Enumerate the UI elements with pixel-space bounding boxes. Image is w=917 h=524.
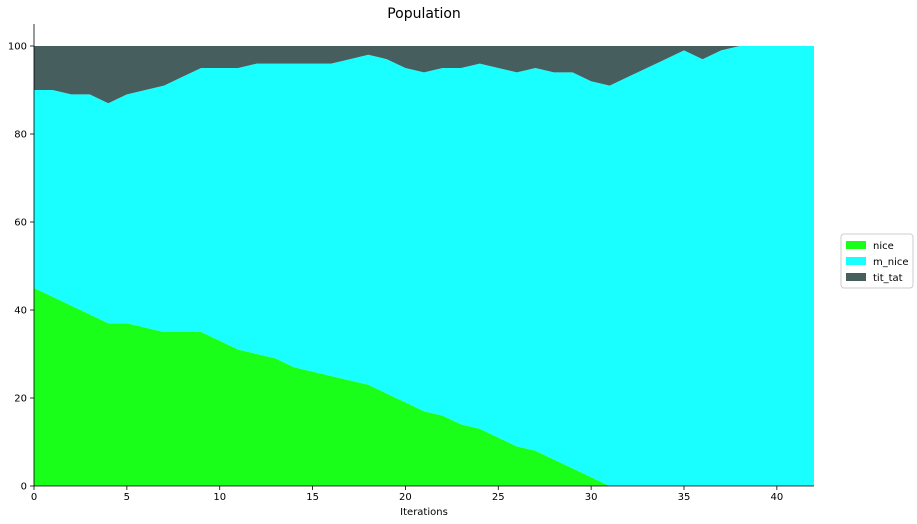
x-axis-label: Iterations xyxy=(400,507,448,518)
y-tick-label: 80 xyxy=(14,130,27,141)
x-tick-label: 15 xyxy=(306,492,319,503)
legend-swatch-nice xyxy=(846,241,866,249)
y-tick-label: 100 xyxy=(8,42,27,53)
area-m-nice xyxy=(34,46,814,486)
y-tick-label: 0 xyxy=(21,482,27,493)
x-tick-label: 30 xyxy=(585,492,598,503)
chart-title: Population xyxy=(387,6,461,22)
x-tick-label: 10 xyxy=(213,492,226,503)
x-tick-label: 5 xyxy=(124,492,130,503)
area-tit-tat xyxy=(34,46,814,104)
legend-label-tit-tat: tit_tat xyxy=(873,273,903,284)
legend-label-nice: nice xyxy=(873,241,894,252)
y-tick-label: 60 xyxy=(14,218,27,229)
area-nice xyxy=(34,288,814,486)
y-tick-label: 20 xyxy=(14,394,27,405)
x-tick-label: 40 xyxy=(770,492,783,503)
tick-group: 0 5 10 15 20 25 30 35 40 0 20 40 60 80 100 xyxy=(8,42,783,504)
x-tick-label: 20 xyxy=(399,492,412,503)
legend: nice m_nice tit_tat xyxy=(840,233,914,289)
legend-swatch-m-nice xyxy=(846,257,866,265)
y-tick-label: 40 xyxy=(14,306,27,317)
x-tick-label: 35 xyxy=(678,492,691,503)
x-tick-label: 0 xyxy=(31,492,37,503)
legend-label-m-nice: m_nice xyxy=(873,257,909,268)
area-layers xyxy=(34,46,814,486)
x-tick-label: 25 xyxy=(492,492,505,503)
legend-swatch-tit-tat xyxy=(846,273,866,281)
